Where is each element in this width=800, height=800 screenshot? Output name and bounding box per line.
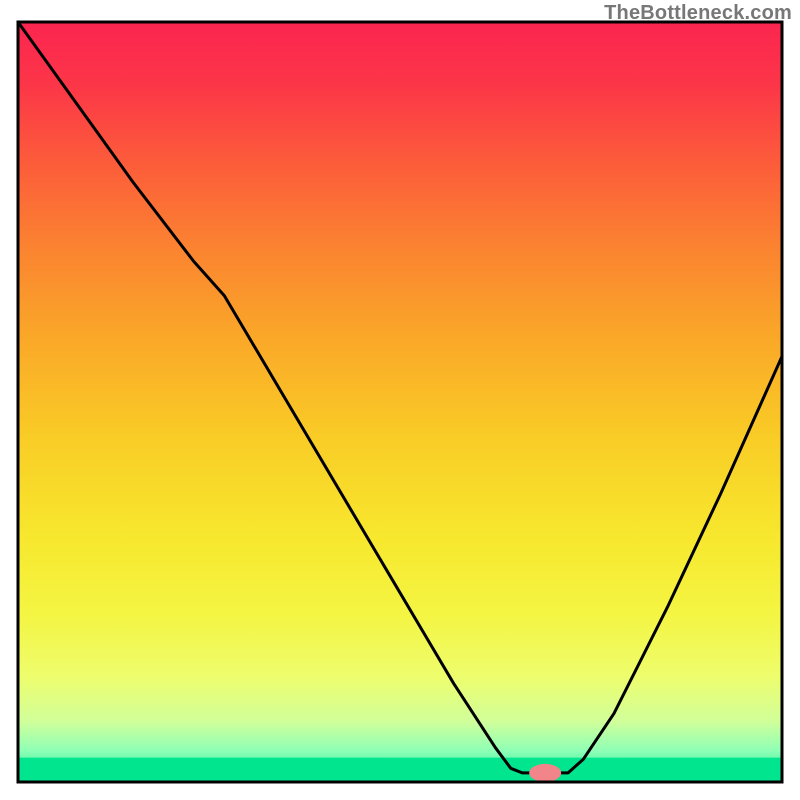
- chart-container: TheBottleneck.com: [0, 0, 800, 800]
- gradient-background: [18, 22, 782, 782]
- optimal-marker: [529, 764, 561, 782]
- bottleneck-chart: [0, 0, 800, 800]
- watermark-text: TheBottleneck.com: [604, 2, 792, 25]
- green-strip: [18, 758, 782, 782]
